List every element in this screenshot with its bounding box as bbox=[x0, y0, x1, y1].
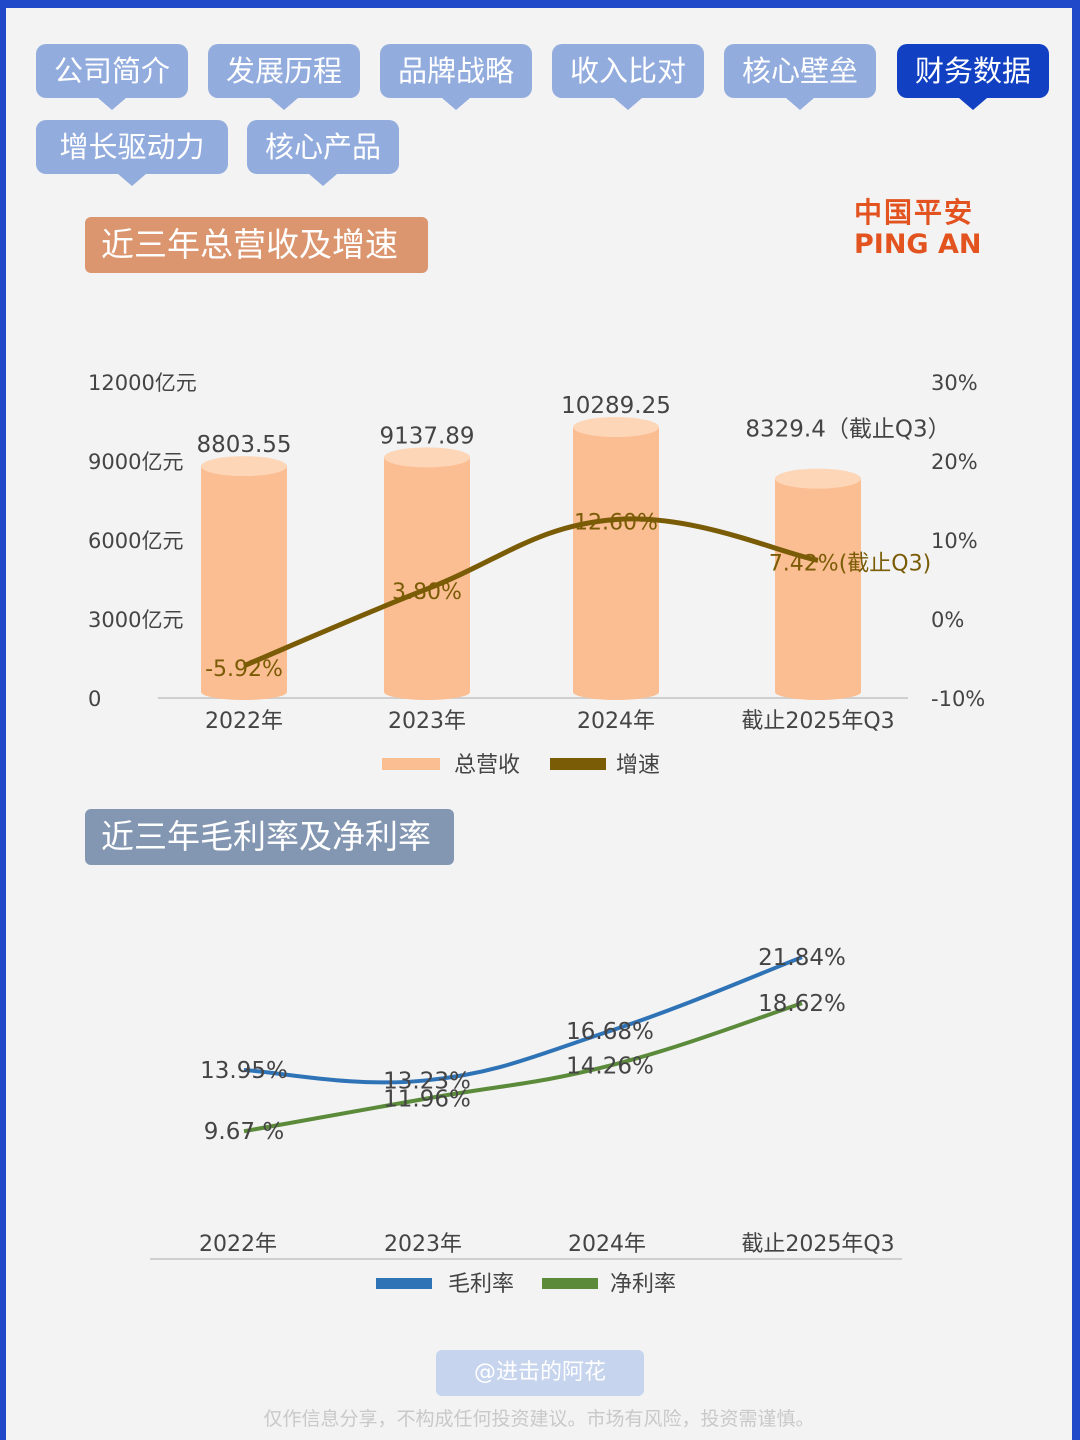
revenue-bar bbox=[573, 417, 659, 700]
author-watermark: @进击的阿花 bbox=[436, 1350, 644, 1396]
y-tick-right: 20% bbox=[931, 450, 978, 474]
tab-5[interactable]: 财务数据 bbox=[897, 44, 1049, 110]
x-tick-label: 2023年 bbox=[384, 1232, 462, 1257]
logo-en-text: PING AN bbox=[854, 229, 982, 260]
growth-label: 7.42%(截止Q3) bbox=[769, 551, 931, 576]
legend-label-revenue: 总营收 bbox=[454, 753, 520, 778]
legend-label-net: 净利率 bbox=[610, 1272, 676, 1297]
y-tick-right: -10% bbox=[931, 687, 985, 711]
revenue-label: 9137.89 bbox=[379, 423, 474, 449]
revenue-label: 10289.25 bbox=[561, 393, 671, 419]
gross-margin-label: 13.23% bbox=[383, 1068, 471, 1094]
x-tick-label: 2024年 bbox=[577, 709, 655, 734]
gross-margin-label: 21.84% bbox=[758, 945, 846, 971]
gross-margin-line bbox=[243, 955, 803, 1085]
revenue-bar bbox=[775, 468, 861, 700]
legend-swatch-net bbox=[542, 1278, 598, 1289]
chart1-legend: 总营收 增速 bbox=[382, 753, 660, 778]
gross-margin-label: 13.95% bbox=[200, 1058, 288, 1084]
net-margin-label: 9.67 % bbox=[204, 1119, 284, 1145]
tab-7[interactable]: 核心产品 bbox=[247, 120, 399, 186]
net-margin-label: 18.62% bbox=[758, 991, 846, 1017]
revenue-section-title: 近三年总营收及增速 bbox=[85, 217, 428, 273]
tab-1[interactable]: 发展历程 bbox=[208, 44, 360, 110]
x-tick-label: 2024年 bbox=[568, 1232, 646, 1257]
y-tick-right: 0% bbox=[931, 608, 964, 632]
x-tick-label: 截止2025年Q3 bbox=[741, 1232, 894, 1257]
net-margin-line bbox=[243, 1001, 803, 1134]
legend-swatch-growth bbox=[550, 758, 606, 770]
y-tick-left: 0 bbox=[88, 687, 101, 711]
tab-6[interactable]: 增长驱动力 bbox=[36, 120, 228, 186]
growth-line bbox=[243, 516, 819, 669]
margin-chart: 13.95% 13.23% 16.68% 21.84% 9.67 % 11.96% 14.2… bbox=[150, 945, 902, 1297]
net-margin-label: 11.96% bbox=[383, 1086, 471, 1112]
y-tick-right: 10% bbox=[931, 529, 978, 553]
gross-margin-label: 16.68% bbox=[566, 1019, 654, 1045]
tab-4[interactable]: 核心壁垒 bbox=[724, 44, 876, 110]
x-tick-label: 2023年 bbox=[388, 709, 466, 734]
y-tick-right: 30% bbox=[931, 371, 978, 395]
tab-3[interactable]: 收入比对 bbox=[552, 44, 704, 110]
page: 公司简介 发展历程 品牌战略 收入比对 核心壁垒 财务数据增长驱动力 核心产品 近三年总营收… bbox=[6, 8, 1072, 1440]
y-tick-left: 6000亿元 bbox=[88, 529, 183, 553]
growth-label: -5.92% bbox=[205, 657, 283, 682]
logo-cn-text: 中国平安 bbox=[854, 196, 975, 229]
y-tick-left: 9000亿元 bbox=[88, 450, 183, 474]
revenue-growth-chart: 0 3000亿元 6000亿元 9000亿元 12000亿元 -10% 0% 10% 20% 30… bbox=[88, 371, 985, 778]
margin-section-title: 近三年毛利率及净利率 bbox=[85, 809, 454, 865]
growth-label: 3.80% bbox=[392, 580, 462, 605]
disclaimer: 仅作信息分享，不构成任何投资建议。市场有风险，投资需谨慎。 bbox=[263, 1408, 815, 1430]
legend-label-gross: 毛利率 bbox=[448, 1272, 514, 1297]
x-tick-label: 截止2025年Q3 bbox=[741, 709, 894, 734]
y-tick-left: 12000亿元 bbox=[88, 371, 197, 395]
chart2-legend: 毛利率 净利率 bbox=[376, 1272, 676, 1297]
legend-swatch-gross bbox=[376, 1278, 432, 1289]
legend-label-growth: 增速 bbox=[616, 753, 660, 778]
growth-label: 12.60% bbox=[574, 510, 658, 535]
tab-0[interactable]: 公司简介 bbox=[36, 44, 188, 110]
net-margin-label: 14.26% bbox=[566, 1054, 654, 1080]
legend-swatch-revenue bbox=[382, 758, 440, 770]
y-tick-left: 3000亿元 bbox=[88, 608, 183, 632]
revenue-label: 8803.55 bbox=[196, 432, 291, 458]
x-tick-label: 2022年 bbox=[199, 1232, 277, 1257]
tab-2[interactable]: 品牌战略 bbox=[380, 44, 532, 110]
x-tick-label: 2022年 bbox=[205, 709, 283, 734]
ping-an-logo: 中国平安 PING AN bbox=[854, 196, 1004, 260]
revenue-label: 8329.4（截止Q3） bbox=[745, 417, 950, 443]
